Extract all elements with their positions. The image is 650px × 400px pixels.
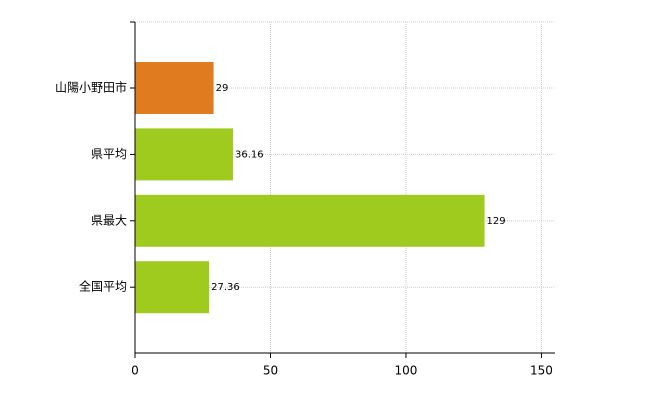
bar xyxy=(135,194,485,247)
x-tick-label: 150 xyxy=(530,364,553,378)
bar xyxy=(135,128,233,181)
y-tick-label: 県最大 xyxy=(91,213,127,227)
bar xyxy=(135,62,214,114)
value-label: 27.36 xyxy=(211,282,240,293)
y-tick-label: 山陽小野田市 xyxy=(55,80,127,95)
x-tick-label: 100 xyxy=(395,364,418,378)
y-tick-label: 県平均 xyxy=(91,147,127,161)
value-label: 36.16 xyxy=(235,149,264,160)
bar xyxy=(135,261,210,314)
y-tick-label: 全国平均 xyxy=(79,279,127,294)
value-label: 129 xyxy=(487,216,506,227)
x-tick-label: 0 xyxy=(131,364,139,378)
x-tick-label: 50 xyxy=(263,364,278,378)
value-label: 29 xyxy=(216,83,229,94)
